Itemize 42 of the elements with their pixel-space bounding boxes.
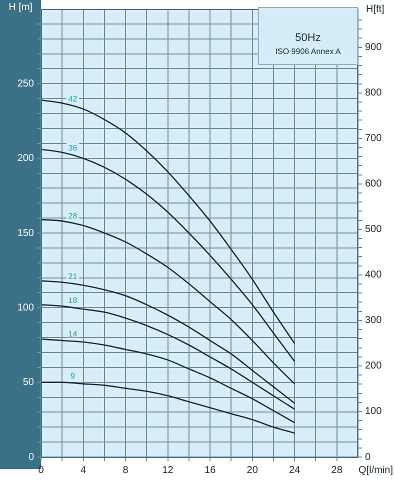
annotation: ISO 9906 Annex A bbox=[274, 47, 342, 56]
x-tick-label: 28 bbox=[331, 464, 343, 476]
y-tick-label: 50 bbox=[22, 377, 34, 388]
y-tick-label: 150 bbox=[17, 228, 34, 239]
x-tick-label: 20 bbox=[246, 464, 258, 476]
y2-tick-label: 300 bbox=[365, 315, 382, 326]
y-tick-label: 100 bbox=[17, 302, 34, 314]
line-series bbox=[41, 304, 296, 410]
x-tick-label: 12 bbox=[162, 464, 174, 476]
x-tick-label: 0 bbox=[38, 464, 44, 476]
line-series bbox=[41, 338, 296, 424]
series-label: 18 bbox=[68, 296, 78, 305]
y2-tick-label: 600 bbox=[365, 178, 382, 190]
x-tick-label: 24 bbox=[289, 464, 301, 476]
y-axis-title: H [m] bbox=[8, 2, 33, 13]
x-tick-label: 16 bbox=[204, 464, 216, 476]
y2-tick-label: 800 bbox=[365, 88, 382, 99]
y2-tick-label: 0 bbox=[365, 452, 371, 463]
y-tick-label: 250 bbox=[17, 78, 34, 90]
series-label: 21 bbox=[68, 272, 78, 281]
y2-tick-label: 900 bbox=[365, 42, 382, 54]
series-label: 9 bbox=[70, 371, 76, 380]
y2-tick-label: 100 bbox=[365, 406, 382, 418]
line-series bbox=[41, 382, 296, 434]
y-tick-label: 200 bbox=[17, 153, 34, 164]
series-label: 42 bbox=[68, 94, 78, 104]
series-label: 14 bbox=[68, 329, 78, 338]
note-box: 50Hz ISO 9906 Annex A bbox=[258, 7, 358, 65]
x-axis-title: Q[l/min] bbox=[358, 464, 394, 476]
x-tick-label: 4 bbox=[80, 464, 86, 476]
y2-tick-label: 200 bbox=[365, 360, 382, 372]
series-label: 36 bbox=[68, 144, 78, 153]
y2-axis-title: H[ft] bbox=[366, 4, 385, 15]
y-tick-label: 0 bbox=[28, 452, 34, 463]
series-label: 28 bbox=[68, 211, 78, 220]
x-tick-label: 8 bbox=[122, 464, 129, 476]
line-series bbox=[41, 280, 296, 404]
y2-tick-label: 700 bbox=[365, 133, 382, 144]
annotation: 50Hz bbox=[294, 32, 322, 44]
y2-tick-label: 500 bbox=[365, 224, 382, 236]
y2-tick-label: 400 bbox=[365, 270, 382, 281]
line-series bbox=[41, 218, 296, 384]
